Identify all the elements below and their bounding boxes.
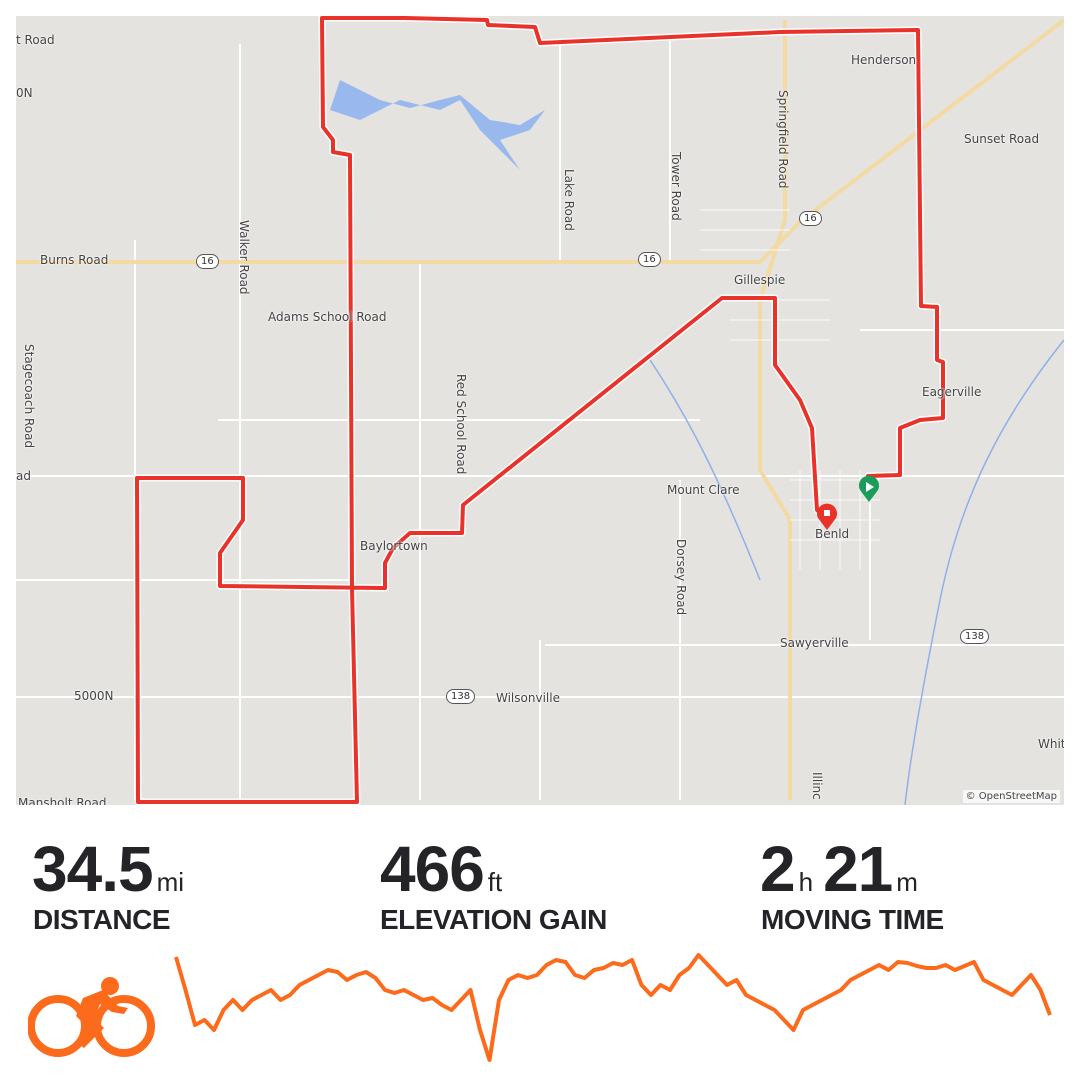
elevation-profile [174,953,1052,1062]
route-shield: 138 [446,689,476,704]
map-label: Illinc [810,772,824,800]
map-label: 0N [16,86,33,100]
hours-unit: h [798,867,814,897]
map-label: Springfield Road [776,90,790,189]
end-marker[interactable] [816,503,837,530]
distance-value: 34.5 [32,833,154,905]
map-label: 5000N [74,689,114,703]
map-label: Mount Clare [667,483,740,497]
map-label: Dorsey Road [674,539,688,616]
map-label: ad [16,469,31,483]
map-label: Sawyerville [780,636,849,650]
route-shield: 16 [196,254,219,269]
moving-time-label: MOVING TIME [761,904,944,935]
route-line [135,16,945,804]
minutes-unit: m [896,867,918,897]
map-label: Adams School Road [268,310,387,324]
map-label: Gillespie [734,273,786,287]
map-label: t Road [16,33,55,47]
elevation-unit: ft [487,867,503,897]
map-label: Mansholt Road [18,796,107,805]
map-label: Henderson [851,53,917,67]
elevation-line [174,953,1052,1062]
moving-time-stat: 2 h 21 m [760,832,928,906]
elevation-stat: 466 ft [380,832,512,906]
lake [330,80,545,200]
river [649,339,1064,805]
start-marker[interactable] [859,475,880,502]
route-shield: 138 [960,629,990,644]
route-shield: 16 [638,252,661,267]
map-label: Sunset Road [964,132,1040,146]
map-label: Walker Road [237,220,251,295]
distance-label: DISTANCE [33,904,171,935]
map-label: Baylortown [360,539,428,553]
elevation-label: ELEVATION GAIN [380,904,607,935]
highway-illinois [758,20,792,800]
map-label: Burns Road [40,253,109,267]
hours-value: 2 [760,833,796,905]
map-label: Wilsonville [496,691,560,705]
route-shield: 16 [799,211,822,226]
minutes-value: 21 [823,833,893,905]
distance-stat: 34.5 mi [32,832,194,906]
elevation-value: 466 [380,833,485,905]
map-canvas [16,16,1064,805]
osm-attribution[interactable]: © OpenStreetMap [962,790,1060,803]
cycling-icon [28,977,155,1057]
map-label: Red School Road [454,374,468,475]
distance-unit: mi [156,867,184,897]
town-grid [700,209,880,570]
map-label: Eagerville [922,385,982,399]
map-label: Lake Road [562,169,576,231]
map-label: Tower Road [669,152,683,221]
map-label: Benld [815,527,850,541]
minor-roads [16,40,1064,800]
route-map[interactable]: t Road 0N Burns Road Walker Road Adams S… [16,16,1064,805]
map-label: Stagecoach Road [22,344,36,449]
map-label: Whit [1038,737,1064,751]
